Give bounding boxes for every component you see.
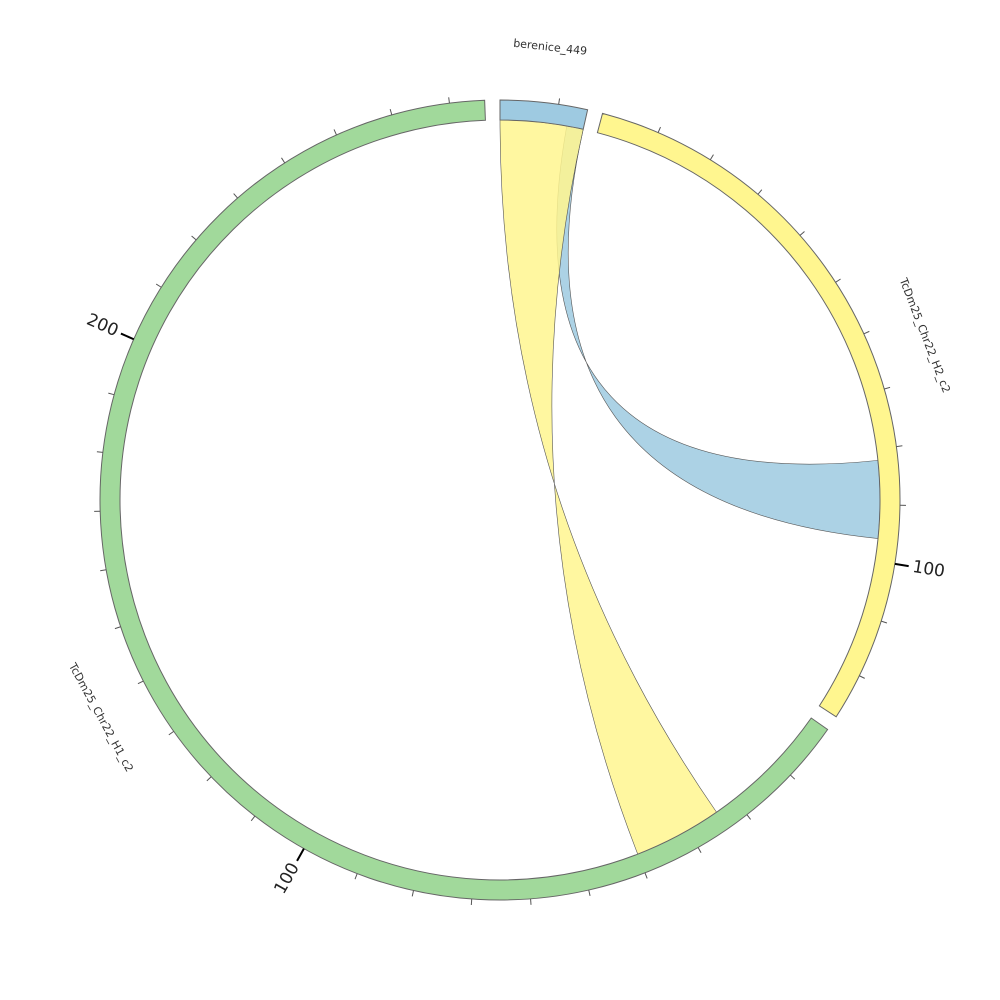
major-tick [894, 562, 909, 568]
tick [281, 157, 286, 164]
tick-label: 100 [911, 557, 946, 582]
tick [799, 231, 805, 236]
major-tick [120, 332, 135, 341]
tick [697, 847, 702, 853]
tick [657, 126, 661, 133]
tick [863, 330, 870, 335]
tick [114, 626, 121, 630]
tick [191, 235, 197, 241]
links [499, 119, 881, 855]
tick [859, 675, 865, 679]
tick-label: 200 [84, 310, 122, 341]
segment-label: berenice_449 [513, 37, 588, 58]
tick [790, 774, 796, 780]
tick [644, 872, 648, 879]
tick [558, 98, 561, 105]
tick [137, 680, 144, 685]
tick [233, 193, 238, 199]
tick [411, 890, 415, 897]
segment-label: TcDm25_Chr22_H2_c2 [896, 275, 953, 394]
tick [896, 445, 903, 448]
segment [499, 99, 589, 130]
tick [884, 386, 891, 390]
major-tick [296, 848, 305, 862]
tick [155, 283, 162, 288]
tick [333, 129, 337, 136]
tick [354, 873, 358, 880]
tick [881, 620, 888, 624]
tick [206, 776, 212, 782]
tick [100, 569, 107, 572]
tick [757, 189, 763, 195]
segment-label: TcDm25_Chr22_H1_c2 [66, 660, 136, 774]
tick-label: 100 [270, 859, 303, 897]
tick [746, 814, 752, 820]
link [499, 119, 717, 855]
tick [250, 815, 256, 822]
segment [99, 99, 829, 901]
tick [709, 154, 714, 161]
tick [588, 889, 591, 896]
tick [389, 109, 393, 116]
tick [108, 392, 115, 396]
tick [96, 451, 103, 453]
segment [596, 112, 901, 718]
tick [835, 278, 841, 283]
tick [448, 97, 450, 104]
tick [168, 730, 175, 736]
